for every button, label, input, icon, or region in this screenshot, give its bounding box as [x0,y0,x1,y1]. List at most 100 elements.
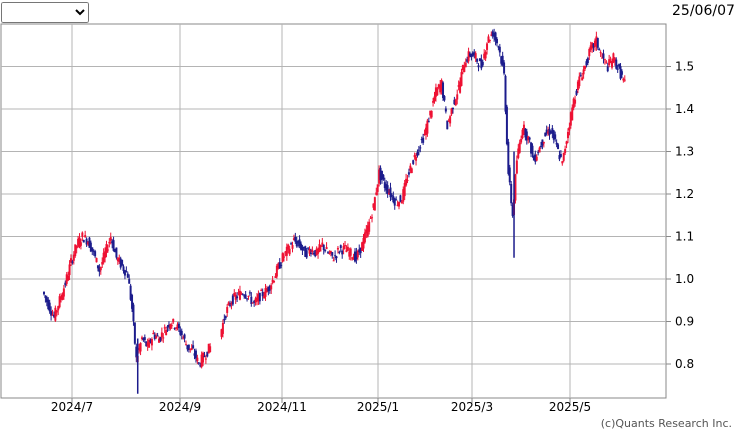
candle-down [112,240,115,251]
candle-up [230,302,233,305]
candle-up [410,168,413,174]
candle-down [442,82,445,99]
candle-up [240,293,243,295]
candle-up [265,289,268,293]
candle-up [78,237,81,247]
candle-down [145,341,148,347]
candle-up [378,169,381,184]
candle-up [432,101,435,103]
candle-down [551,128,554,134]
candle-up [238,290,241,300]
candle-down [493,33,496,37]
candle-up [315,248,318,255]
candle-down [197,362,200,364]
candle-up [108,241,111,244]
candle-up [601,57,604,59]
candle-up [251,302,254,304]
candle-up [611,62,613,68]
y-tick-label: 1.1 [675,230,694,244]
x-tick-label: 2025/1 [357,400,399,414]
candle-down [531,145,534,154]
candle-down [143,337,146,341]
candle-up [454,99,457,106]
candle-up [398,202,400,207]
candle-up [152,333,155,335]
candle-down [111,241,114,244]
candle-down [47,299,50,309]
candle-down [98,266,101,272]
candle-down [558,155,561,160]
candle-down [167,324,170,328]
candle-down [386,185,389,194]
candle-up [308,249,311,254]
candle-down [85,238,88,245]
candle-up [72,254,75,261]
candle-up [342,245,345,250]
candle-up [287,244,290,250]
candle-down [82,240,85,243]
y-tick-label: 1.3 [675,145,694,159]
candle-up [271,279,274,283]
candle-down [470,53,473,58]
candle-down [379,167,382,181]
candle-down [579,75,582,77]
candle-down [48,302,51,312]
candle-up [561,161,564,164]
candle-up [589,45,592,50]
candle-up [220,329,223,337]
candle-up [515,160,518,174]
candle-down [596,38,599,48]
candle-down [115,247,118,258]
candle-down [598,48,601,51]
candle-up [487,36,490,42]
candle-down [153,334,156,339]
candle-down [199,365,202,367]
candle-up [527,136,530,141]
candle-down [133,322,136,344]
candle-down [250,296,253,305]
candle-up [484,52,487,59]
candle-up [264,288,267,297]
candle-down [243,295,246,297]
candle-down [335,256,338,259]
candle-up [227,302,230,305]
candle-down [511,205,514,216]
candle-up [603,59,606,61]
candle-down [619,66,622,79]
candle-down [339,245,342,249]
candle-down [586,58,589,63]
candle-up [321,242,324,246]
candle-down [241,294,244,296]
candle-up [58,296,61,308]
candle-layer [43,28,626,394]
candle-up [612,53,615,63]
candle-up [67,275,70,281]
candle-up [176,324,179,328]
candle-down [466,59,469,62]
candle-up [274,276,277,278]
y-tick-label: 1.0 [675,272,694,286]
candle-up [150,339,153,346]
candle-up [574,99,577,104]
candle-down [298,239,301,247]
candle-up [486,43,489,50]
candle-up [254,298,257,303]
candle-down [301,247,304,251]
candle-up [65,274,68,284]
candle-up [434,87,437,97]
candle-up [345,250,348,253]
copyright-text: (c)Quants Research Inc. [601,417,732,430]
candle-down [395,199,398,201]
candle-up [332,260,335,262]
candle-up [182,337,185,339]
candle-down [246,298,249,300]
candle-down [503,62,506,74]
candle-up [349,248,352,256]
candle-up [488,40,491,42]
candle-up [572,98,575,108]
candle-down [544,132,547,137]
candle-down [179,330,182,335]
candle-down [267,287,270,292]
period-select[interactable] [1,2,89,23]
candle-up [599,52,602,54]
